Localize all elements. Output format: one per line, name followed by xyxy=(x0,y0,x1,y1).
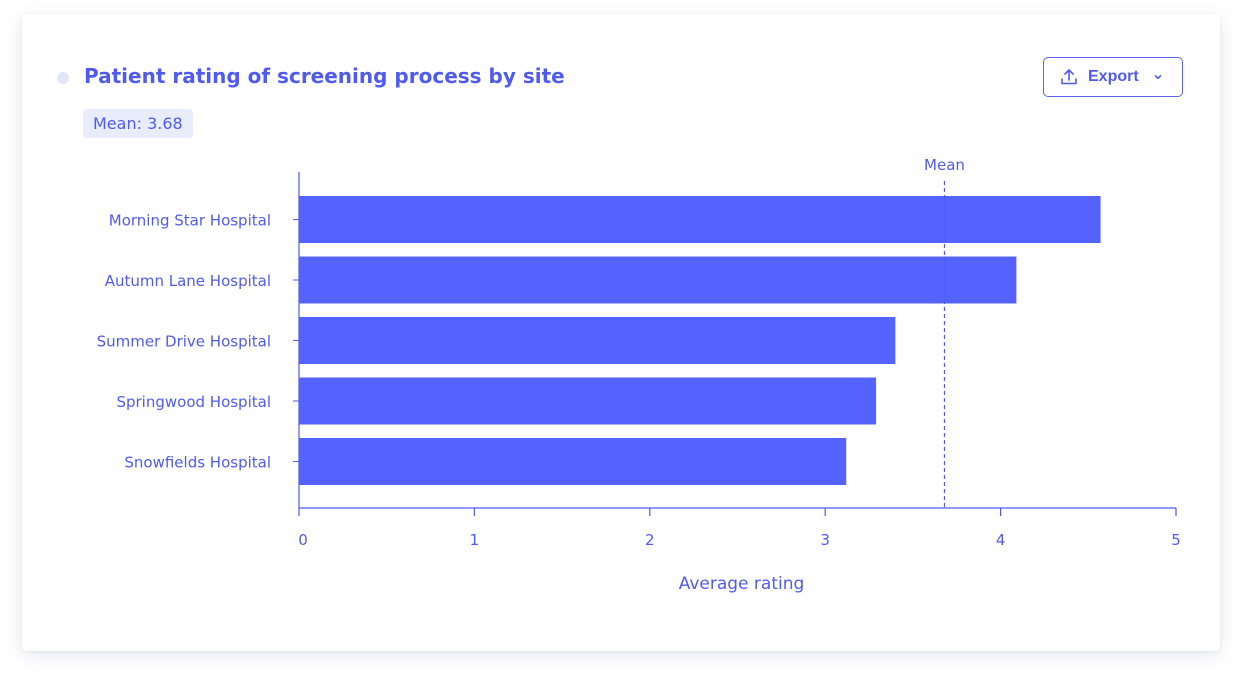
upload-icon xyxy=(1059,67,1079,87)
y-tick-label: Autumn Lane Hospital xyxy=(105,272,271,290)
mean-line-label: Mean xyxy=(924,156,965,174)
x-tick-label: 0 xyxy=(298,531,308,549)
bar xyxy=(299,196,1101,243)
mean-badge: Mean: 3.68 xyxy=(83,109,193,138)
x-axis-title: Average rating xyxy=(679,574,805,594)
y-tick-label: Summer Drive Hospital xyxy=(97,333,271,351)
chevron-down-icon xyxy=(1153,72,1163,82)
x-tick-label: 1 xyxy=(470,531,480,549)
y-tick-label: Snowfields Hospital xyxy=(124,454,271,472)
bar xyxy=(299,438,847,485)
bar xyxy=(299,317,896,364)
title-dot-icon xyxy=(57,72,69,84)
bar xyxy=(299,256,1017,304)
chart-title: Patient rating of screening process by s… xyxy=(84,64,565,88)
x-tick-label: 2 xyxy=(645,531,655,549)
x-tick-label: 5 xyxy=(1171,531,1181,549)
x-tick-label: 4 xyxy=(996,531,1006,549)
bar xyxy=(299,377,877,425)
x-tick-label: 3 xyxy=(820,531,830,549)
export-button[interactable]: Export xyxy=(1043,57,1183,97)
y-tick-label: Springwood Hospital xyxy=(116,393,271,411)
y-tick-label: Morning Star Hospital xyxy=(109,212,271,230)
export-label: Export xyxy=(1088,68,1139,85)
